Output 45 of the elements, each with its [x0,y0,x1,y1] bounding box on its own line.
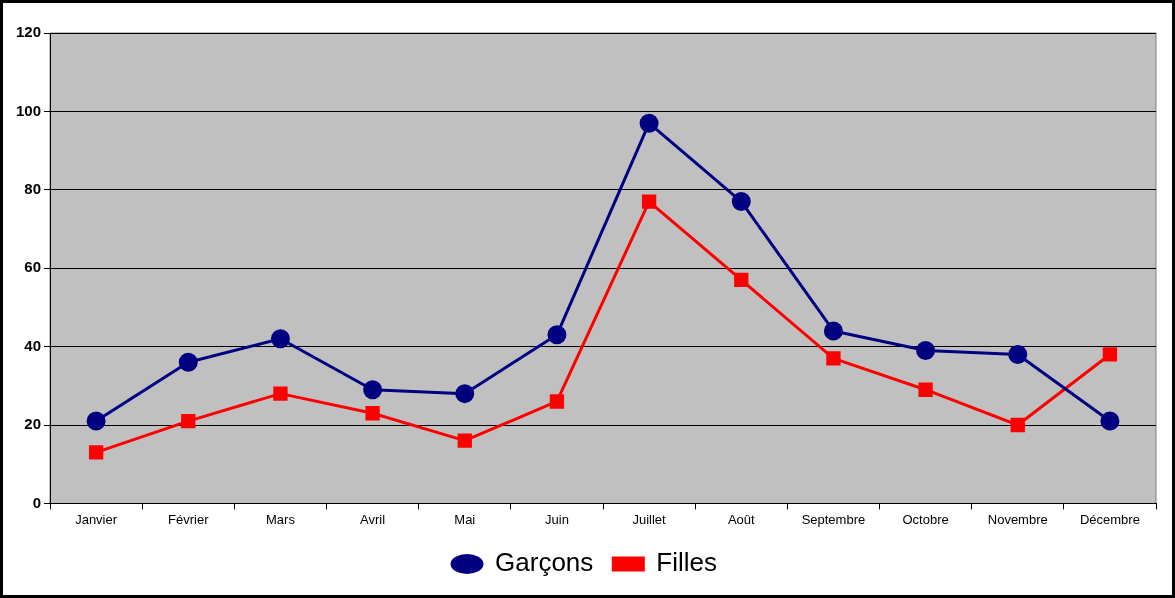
point [734,272,749,288]
y-tick-label: 100 [16,101,42,119]
x-tick-label: Décembre [1079,511,1140,527]
y-tick-label: 60 [24,258,42,276]
y-tick-label: 0 [32,493,42,511]
point [365,406,380,421]
point [641,194,657,209]
y-tick-label: 40 [24,336,42,354]
y-tick-label: 80 [24,179,42,197]
x-tick-label: Août [727,511,756,527]
x-tick-label: Juillet [632,511,667,527]
point [455,384,475,404]
point [1010,417,1025,433]
point [181,413,196,429]
legend-label: Filles [656,547,717,578]
point [639,113,659,133]
point [270,329,290,349]
point [363,380,383,400]
point [1100,411,1120,431]
point [547,325,567,345]
y-tick-label: 120 [16,23,42,41]
x-tick-label: Avril [360,511,386,527]
y-tick-label: 20 [24,415,42,433]
x-tick-label: Février [168,511,210,527]
point [549,394,565,409]
point [916,341,936,361]
x-tick-label: Mai [454,511,476,527]
point [731,192,751,212]
x-tick-label: Novembre [987,511,1048,527]
point [88,445,104,460]
point [273,386,288,401]
x-tick-label: Octobre [902,511,949,527]
x-tick-label: Juin [545,511,569,527]
legend-label: Garçons [495,547,594,578]
point [1008,344,1028,364]
x-tick-label: Septembre [801,511,866,527]
x-tick-label: Janvier [75,511,118,527]
point [826,351,841,366]
point [86,411,106,431]
point [823,321,843,341]
point [1102,347,1118,362]
point [178,352,198,372]
point [457,433,472,448]
x-tick-label: Mars [265,511,296,527]
point [918,382,933,397]
